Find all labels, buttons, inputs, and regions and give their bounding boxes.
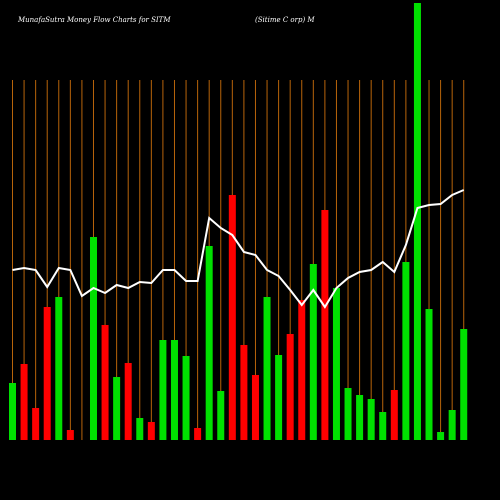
bar [356,395,364,440]
chart-title: MunafaSutra Money Flow Charts for SITM [17,16,171,24]
bar [425,309,433,440]
bar [101,325,109,440]
money-flow-line [12,189,465,309]
bar [240,345,248,440]
bar [136,418,144,440]
bar [159,340,167,440]
bar [170,340,178,440]
bar [217,391,225,440]
bar [379,412,387,440]
bar [251,375,259,440]
bar [448,410,456,440]
bar [43,307,51,440]
bar [124,363,132,440]
bar [413,3,421,440]
bar [147,422,155,440]
bar [298,300,306,440]
bar [66,430,74,440]
bar [402,262,410,440]
bar [321,210,329,440]
bar [437,432,445,440]
bar [182,356,190,440]
bar [9,383,16,440]
bar [113,377,121,440]
bar [55,297,63,440]
bar [332,288,340,440]
bar [32,408,40,440]
bar [367,399,375,440]
bar [263,297,271,440]
bar [20,364,28,440]
bar [89,237,97,440]
bar [286,334,294,440]
bar [390,390,398,440]
bar [228,195,236,440]
chart-subtitle: (Sitime C orp) M [255,16,315,24]
bar [460,329,468,440]
bar [344,388,352,440]
bar [194,428,202,440]
bar [309,264,317,440]
bar [275,355,283,440]
bar [205,246,213,440]
